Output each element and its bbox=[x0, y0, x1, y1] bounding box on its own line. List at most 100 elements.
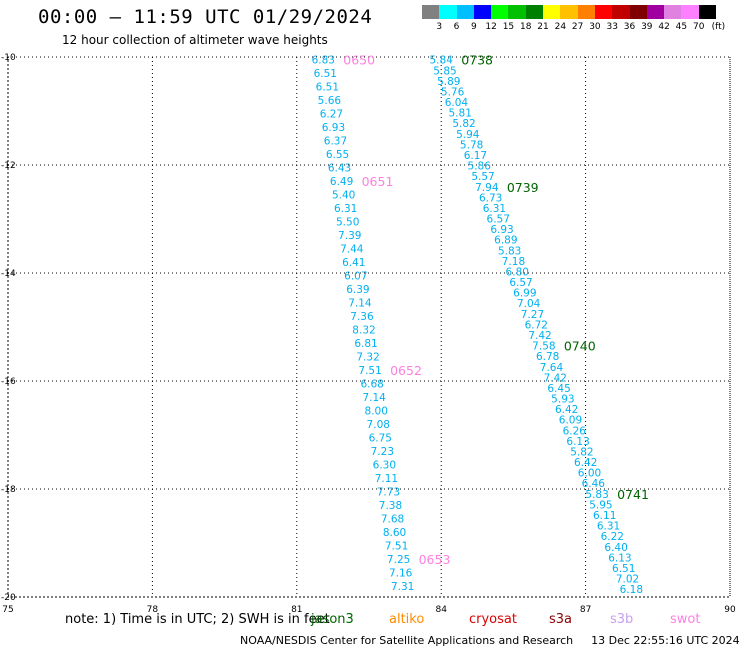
x-tick-label: 81 bbox=[291, 605, 302, 615]
legend-label: 15 bbox=[502, 22, 515, 32]
swh-value: 8.00 bbox=[365, 406, 388, 418]
swh-value: 7.02 bbox=[616, 574, 639, 586]
mission-altika: altiko bbox=[389, 612, 425, 627]
swh-value: 6.57 bbox=[509, 277, 532, 289]
pass-time-label: 0741 bbox=[617, 487, 649, 502]
legend-unit: (ft) bbox=[711, 22, 726, 32]
swh-value: 7.38 bbox=[379, 500, 402, 512]
swh-value: 7.11 bbox=[375, 473, 398, 485]
swh-value: 7.68 bbox=[381, 514, 404, 526]
legend-swatch bbox=[422, 5, 440, 19]
swh-value: 5.95 bbox=[589, 499, 612, 511]
legend-label: 6 bbox=[453, 22, 460, 32]
legend-label: 33 bbox=[606, 22, 618, 32]
legend-label: 45 bbox=[675, 22, 688, 32]
swh-value: 7.14 bbox=[348, 298, 372, 310]
swh-value: 6.09 bbox=[559, 415, 582, 427]
swh-value: 6.31 bbox=[483, 203, 506, 215]
mission-jason3: jason3 bbox=[311, 612, 354, 627]
legend-label: 36 bbox=[623, 22, 636, 32]
swh-value: 7.44 bbox=[340, 244, 364, 256]
pass-time-label: 0650 bbox=[343, 53, 375, 68]
swh-value: 6.89 bbox=[494, 235, 517, 247]
swh-value: 6.51 bbox=[316, 82, 339, 94]
swh-value: 6.13 bbox=[608, 552, 631, 564]
pass-time-label: 0739 bbox=[507, 180, 539, 195]
y-tick-label: -16 bbox=[1, 377, 16, 387]
swh-value: 7.64 bbox=[540, 362, 564, 374]
axis-labels: 75 78 81 84 87 90 -10 -12 -14 -16 -18 -20 bbox=[1, 53, 736, 615]
legend-swatch bbox=[594, 5, 613, 19]
pass-time-label: 0651 bbox=[362, 174, 394, 189]
y-tick-label: -18 bbox=[1, 485, 16, 495]
swh-value: 5.84 bbox=[430, 55, 454, 67]
swh-value: 7.04 bbox=[517, 298, 541, 310]
legend-label: 21 bbox=[537, 22, 549, 32]
swh-value: 5.40 bbox=[332, 190, 355, 202]
swh-value: 6.26 bbox=[563, 425, 587, 437]
swh-value: 5.83 bbox=[498, 245, 521, 257]
legend-swatch bbox=[681, 5, 699, 19]
x-tick-label: 75 bbox=[2, 605, 13, 615]
swh-value: 7.94 bbox=[475, 182, 499, 194]
swh-value: 5.66 bbox=[318, 95, 342, 107]
swh-value: 5.82 bbox=[452, 118, 475, 130]
mission-s3b: s3b bbox=[610, 612, 634, 627]
swh-value: 6.45 bbox=[547, 383, 570, 395]
note-text: note: 1) Time is in UTC; 2) SWH is in fe… bbox=[65, 612, 330, 627]
swh-value: 6.93 bbox=[322, 122, 345, 134]
y-tick-label: -12 bbox=[1, 161, 16, 171]
y-tick-label: -10 bbox=[1, 53, 16, 63]
legend-swatch bbox=[664, 5, 682, 19]
legend-label: 27 bbox=[571, 22, 584, 32]
swh-value: 6.99 bbox=[513, 288, 536, 300]
swh-value: 7.39 bbox=[338, 230, 361, 242]
swh-value: 7.58 bbox=[532, 341, 555, 353]
swh-value: 6.51 bbox=[314, 68, 337, 80]
legend-swatch bbox=[525, 5, 544, 19]
swh-value: 6.57 bbox=[487, 214, 510, 226]
legend-label: 39 bbox=[641, 22, 653, 32]
x-tick-label: 78 bbox=[147, 605, 159, 615]
legend-label: 9 bbox=[470, 22, 477, 32]
legend-label: 42 bbox=[658, 22, 670, 32]
swh-value: 6.00 bbox=[578, 468, 601, 480]
legend-labels: 3 6 9 12 15 18 21 24 27 30 33 36 39 42 45 70 (ft) bbox=[422, 22, 729, 32]
legend-label: 18 bbox=[520, 22, 532, 32]
legend-swatch bbox=[629, 5, 647, 19]
swh-value: 7.73 bbox=[377, 487, 400, 499]
mission-legend: jason3 altiko cryosat s3a s3b swot bbox=[0, 612, 740, 630]
swh-value: 7.31 bbox=[391, 581, 414, 593]
swh-value: 5.81 bbox=[449, 108, 472, 120]
swh-value: 6.07 bbox=[344, 271, 367, 283]
swh-value: 7.42 bbox=[544, 372, 567, 384]
legend-swatch bbox=[491, 5, 509, 19]
swh-value: 6.37 bbox=[324, 136, 347, 148]
swh-value: 6.17 bbox=[464, 150, 487, 162]
swh-value: 5.89 bbox=[437, 76, 460, 88]
x-tick-label: 87 bbox=[580, 605, 591, 615]
swh-value: 6.30 bbox=[373, 460, 396, 472]
footer: NOAA/NESDIS Center for Satellite Applica… bbox=[240, 634, 740, 647]
swh-value: 7.32 bbox=[356, 352, 379, 364]
swh-value: 7.16 bbox=[389, 568, 413, 580]
legend-label: 30 bbox=[589, 22, 601, 32]
pass-time-label: 0740 bbox=[564, 339, 596, 354]
swh-value: 5.93 bbox=[551, 394, 574, 406]
x-tick-label: 84 bbox=[435, 605, 447, 615]
legend-label: 12 bbox=[485, 22, 497, 32]
footer-timestamp: 13 Dec 22:55:16 UTC 2024 bbox=[591, 634, 740, 647]
legend-swatch bbox=[439, 5, 457, 19]
swh-value: 6.78 bbox=[536, 351, 559, 363]
swh-value: 6.93 bbox=[490, 224, 513, 236]
legend-label: 70 bbox=[692, 22, 705, 32]
swh-value: 6.40 bbox=[604, 542, 627, 554]
swh-value: 6.81 bbox=[354, 338, 377, 350]
legend-swatch bbox=[698, 5, 717, 19]
swh-value: 7.18 bbox=[502, 256, 525, 268]
legend-label: 24 bbox=[554, 22, 567, 32]
swh-value: 7.23 bbox=[371, 446, 394, 458]
swh-value: 6.51 bbox=[612, 563, 635, 575]
legend-spacer bbox=[422, 22, 431, 32]
swh-value: 5.57 bbox=[471, 171, 494, 183]
